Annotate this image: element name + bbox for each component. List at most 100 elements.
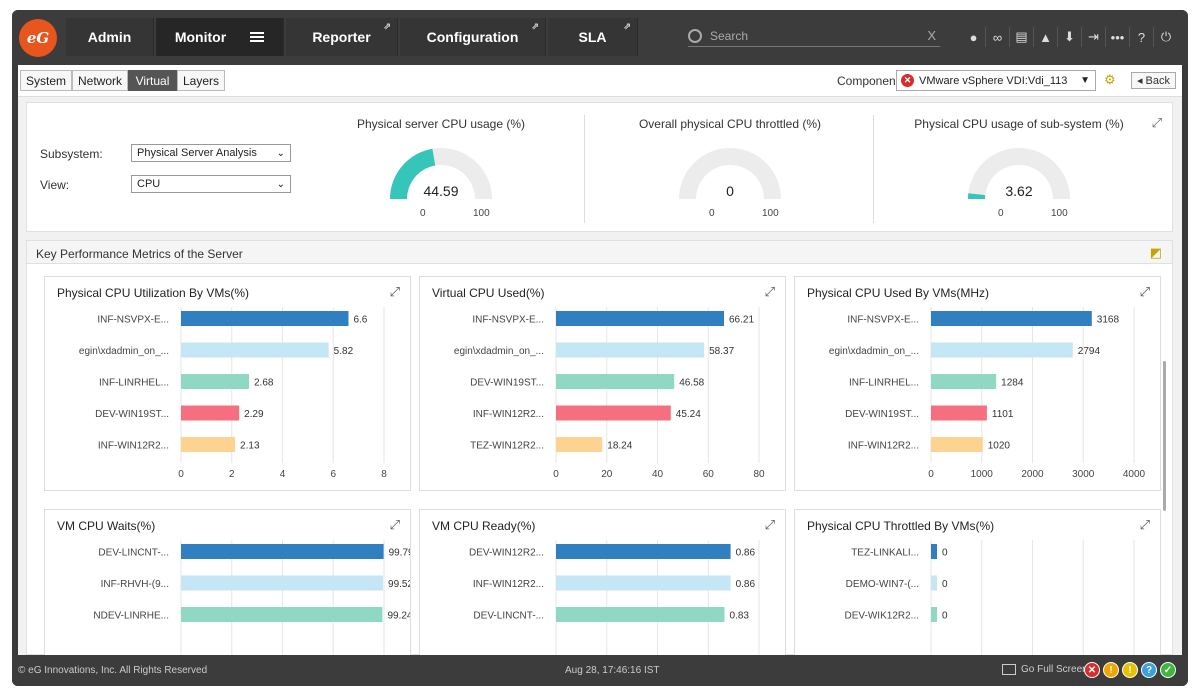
data-label: 0.86 [736,579,756,590]
critical-status-icon: ✕ [901,74,914,87]
bar[interactable] [931,374,997,389]
view-value: CPU [137,178,161,190]
filter-icon[interactable]: ⚙ [1104,72,1116,87]
link-icon[interactable]: ∞ [986,27,1010,47]
login-icon[interactable]: ⇥ [1082,27,1106,47]
bar[interactable] [556,405,671,421]
gauge-max: 100 [473,208,490,219]
bar[interactable] [931,544,937,559]
bar[interactable] [931,575,937,591]
tab-reporter[interactable]: Reporter ⇗ [286,18,398,56]
gauge-value: 3.62 [1005,183,1033,199]
eg-logo-icon[interactable]: eG [19,19,57,57]
expand-icon[interactable]: ⤢ [1151,115,1162,130]
category-label: INF-LINRHEL... [99,378,169,389]
download-icon[interactable]: ⬇ [1058,27,1082,47]
bar[interactable] [931,311,1092,326]
expand-icon[interactable]: ⤢ [764,517,775,532]
view-label: View: [40,178,70,192]
bar[interactable] [556,374,675,389]
subtab-system[interactable]: System [20,70,72,91]
external-link-icon: ⇗ [383,21,391,31]
tab-admin[interactable]: Admin [66,18,154,56]
search-input[interactable]: Search X [688,25,940,47]
tab-monitor[interactable]: Monitor [156,18,284,56]
bell-icon[interactable]: ▲ [1034,27,1058,47]
expand-icon[interactable]: ⤢ [1139,517,1150,532]
alarm-status-icon[interactable]: ✓ [1160,662,1176,678]
gauge-title: Overall physical CPU throttled (%) [638,117,822,131]
clear-search-icon[interactable]: X [927,28,936,43]
bar[interactable] [931,342,1073,358]
gauge-value: 0 [726,183,734,199]
back-label: Back [1145,74,1171,87]
expand-icon[interactable]: ⤢ [1139,284,1150,299]
gauge-value: 44.59 [423,183,459,199]
chart-title: Virtual CPU Used(%) [432,286,545,300]
subtab-layers[interactable]: Layers [177,70,225,91]
back-button[interactable]: ◂ Back [1131,72,1176,89]
bar[interactable] [556,607,725,622]
footer: © eG Innovations, Inc. All Rights Reserv… [12,655,1188,686]
bar-chart: DEV-LINCNT-... 99.79 INF-RHVH-(9... 99.52 ND… [93,540,410,686]
data-label: 2.29 [244,409,264,420]
bar[interactable] [931,607,937,622]
bar[interactable] [556,311,725,326]
full-screen-button[interactable]: Go Full Screen [1002,664,1088,675]
bar[interactable] [931,437,983,452]
bar[interactable] [181,437,236,452]
category-label: egin\xdadmin_on_... [454,346,544,357]
divider [873,115,874,223]
expand-icon[interactable]: ⤢ [764,284,775,299]
bar[interactable] [181,311,349,326]
bar[interactable] [181,342,329,358]
category-label: DEV-WIN12R2... [469,548,544,559]
copyright: © eG Innovations, Inc. All Rights Reserv… [18,665,208,676]
subsystem-select[interactable]: Physical Server Analysis ⌄ [131,144,291,162]
chart-settings-icon[interactable]: ◩ [1149,245,1162,260]
external-link-icon: ⇗ [623,21,631,31]
category-label: DEV-WIN19ST... [845,409,919,420]
tab-sla[interactable]: SLA ⇗ [548,18,638,56]
vertical-scrollbar[interactable] [1163,361,1166,511]
user-icon[interactable]: ● [962,27,986,47]
bar[interactable] [181,607,383,622]
view-select[interactable]: CPU ⌄ [131,175,291,193]
bar[interactable] [181,575,384,591]
alarm-status-icon[interactable]: ! [1103,662,1119,678]
alarm-status-icon[interactable]: ? [1141,662,1157,678]
top-navigation: eG Admin Monitor Reporter ⇗ Configuration… [12,10,1188,65]
chevron-down-icon: ⌄ [276,178,285,190]
data-label: 1101 [992,409,1014,420]
bar[interactable] [181,544,384,559]
bar[interactable] [181,374,250,389]
more-icon[interactable]: ••• [1106,27,1130,47]
subtab-network[interactable]: Network [72,70,128,91]
tick-label: 8 [381,469,387,480]
help-icon[interactable]: ? [1130,27,1154,47]
component-select[interactable]: ✕ VMware vSphere VDI:Vdi_113 ▼ [896,70,1096,91]
subtab-virtual[interactable]: Virtual [128,70,177,91]
bar[interactable] [931,405,987,421]
data-label: 2.68 [254,378,274,389]
alarm-status-icon[interactable]: ! [1122,662,1138,678]
fullscreen-icon [1002,664,1016,675]
chart-card: Virtual CPU Used(%) ⤢ INF-NSVPX-E... 66.21 e… [419,276,786,491]
power-icon[interactable]: ⏻ [1160,29,1172,44]
monitor-icon[interactable]: ▤ [1010,27,1034,47]
alarm-status-icon[interactable]: ✕ [1084,662,1100,678]
expand-icon[interactable]: ⤢ [389,284,400,299]
gauge-arc [390,148,492,199]
hamburger-menu-icon[interactable] [250,30,265,44]
bar[interactable] [556,575,731,591]
bar[interactable] [556,342,705,358]
bar[interactable] [556,437,603,452]
bar[interactable] [181,405,240,421]
bar-chart: INF-NSVPX-E... 6.6 egin\xdadmin_on_... 5.82… [79,307,387,480]
bar[interactable] [556,544,731,559]
category-label: INF-WIN12R2... [848,441,919,452]
tab-configuration[interactable]: Configuration ⇗ [400,18,546,56]
gauge-title: Physical server CPU usage (%) [356,117,526,131]
expand-icon[interactable]: ⤢ [389,517,400,532]
fullscreen-label: Go Full Screen [1021,664,1088,675]
